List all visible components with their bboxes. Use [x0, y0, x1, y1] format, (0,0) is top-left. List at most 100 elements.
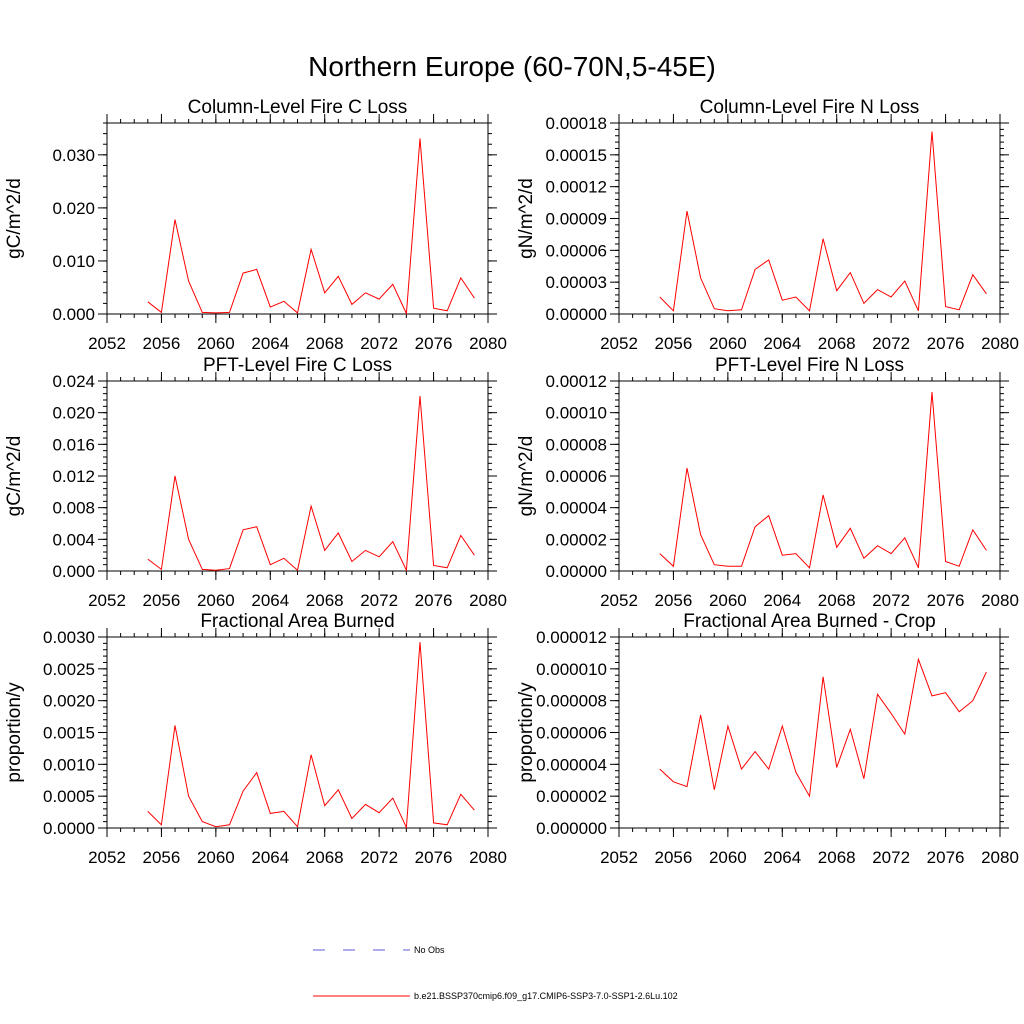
y-tick-label: 0.00012 — [546, 178, 607, 197]
y-tick-label: 0.000010 — [536, 660, 607, 679]
y-axis-label: gN/m^2/d — [516, 178, 537, 259]
y-tick-label: 0.00000 — [546, 305, 607, 324]
series-line — [147, 395, 475, 573]
y-axis-label: proportion/y — [516, 682, 537, 783]
x-tick-label: 2072 — [872, 848, 910, 867]
y-tick-label: 0.016 — [52, 435, 95, 454]
panel-title: Fractional Area Burned — [200, 611, 394, 632]
x-tick-label: 2068 — [818, 334, 856, 353]
x-tick-label: 2072 — [360, 848, 398, 867]
panel-5: 2052 2056 2060 2064 2068 2072 2076 2080 0.0000 0.… — [4, 611, 507, 867]
x-tick-label: 2068 — [306, 334, 344, 353]
legend-label-model: b.e21.BSSP370cmip6.f09_g17.CMIP6-SSP3-7.… — [414, 991, 678, 1001]
x-tick-label: 2056 — [655, 591, 693, 610]
plot-frame — [618, 122, 1001, 315]
y-axis-label: gC/m^2/d — [4, 178, 25, 259]
x-tick-label: 2060 — [709, 591, 747, 610]
x-tick-label: 2060 — [709, 848, 747, 867]
y-tick-label: 0.024 — [52, 372, 95, 391]
x-tick-label: 2060 — [197, 591, 235, 610]
y-axis-label: gN/m^2/d — [516, 436, 537, 517]
y-tick-label: 0.000000 — [536, 819, 607, 838]
y-tick-label: 0.0010 — [43, 755, 95, 774]
panel-title: Column-Level Fire C Loss — [188, 97, 408, 118]
panel-2: 2052 2056 2060 2064 2068 2072 2076 2080 0.00000 0… — [516, 97, 1019, 353]
panel-3: 2052 2056 2060 2064 2068 2072 2076 2080 0.000 0.0… — [4, 355, 507, 610]
y-tick-label: 0.0000 — [43, 819, 95, 838]
chart-panels: 2052 2056 2060 2064 2068 2072 2076 2080 0.000 0.0… — [4, 97, 1019, 867]
y-tick-label: 0.000 — [52, 562, 95, 581]
y-tick-label: 0.0020 — [43, 692, 95, 711]
y-tick-label: 0.0030 — [43, 628, 95, 647]
x-tick-label: 2052 — [600, 334, 638, 353]
y-tick-label: 0.020 — [52, 199, 95, 218]
series-line — [147, 138, 475, 316]
legend-label-no-obs: No Obs — [414, 945, 445, 955]
y-tick-label: 0.00018 — [546, 114, 607, 133]
series-line — [659, 657, 987, 798]
x-tick-label: 2076 — [927, 591, 965, 610]
y-tick-label: 0.0025 — [43, 660, 95, 679]
series-line — [659, 131, 987, 312]
x-tick-label: 2072 — [360, 591, 398, 610]
x-tick-label: 2056 — [143, 591, 181, 610]
y-tick-label: 0.00010 — [546, 404, 607, 423]
y-tick-label: 0.000006 — [536, 724, 607, 743]
x-tick-label: 2080 — [981, 848, 1019, 867]
x-tick-label: 2080 — [981, 591, 1019, 610]
y-tick-label: 0.00004 — [546, 499, 607, 518]
y-tick-label: 0.0005 — [43, 787, 95, 806]
panel-title: Column-Level Fire N Loss — [700, 97, 920, 118]
x-tick-label: 2080 — [469, 334, 507, 353]
panel-title: PFT-Level Fire N Loss — [715, 355, 904, 376]
plot-frame — [106, 380, 489, 572]
x-tick-label: 2072 — [360, 334, 398, 353]
y-tick-label: 0.00008 — [546, 435, 607, 454]
y-tick-label: 0.00006 — [546, 467, 607, 486]
y-tick-label: 0.00003 — [546, 273, 607, 292]
x-tick-label: 2052 — [600, 591, 638, 610]
series-line — [659, 392, 987, 569]
x-tick-label: 2064 — [763, 334, 801, 353]
figure-title: Northern Europe (60-70N,5-45E) — [308, 51, 716, 82]
x-tick-label: 2072 — [872, 334, 910, 353]
x-tick-label: 2064 — [251, 334, 289, 353]
panel-1: 2052 2056 2060 2064 2068 2072 2076 2080 0.000 0.0… — [4, 97, 507, 353]
x-tick-label: 2052 — [88, 334, 126, 353]
y-tick-label: 0.012 — [52, 467, 95, 486]
plot-frame — [106, 636, 489, 829]
y-tick-label: 0.010 — [52, 252, 95, 271]
x-tick-label: 2076 — [415, 334, 453, 353]
x-tick-label: 2064 — [763, 591, 801, 610]
y-tick-label: 0.000012 — [536, 628, 607, 647]
plot-frame — [618, 380, 1001, 572]
x-tick-label: 2080 — [981, 334, 1019, 353]
plot-frame — [106, 122, 489, 315]
x-tick-label: 2068 — [306, 591, 344, 610]
y-tick-label: 0.00012 — [546, 372, 607, 391]
y-tick-label: 0.0015 — [43, 724, 95, 743]
y-tick-label: 0.00009 — [546, 210, 607, 229]
y-axis-label: proportion/y — [4, 682, 25, 783]
y-tick-label: 0.008 — [52, 499, 95, 518]
x-tick-label: 2056 — [143, 848, 181, 867]
y-axis-label: gC/m^2/d — [4, 436, 25, 517]
panel-title: PFT-Level Fire C Loss — [203, 355, 392, 376]
y-tick-label: 0.004 — [52, 530, 95, 549]
x-tick-label: 2068 — [818, 848, 856, 867]
x-tick-label: 2080 — [469, 591, 507, 610]
x-tick-label: 2064 — [251, 591, 289, 610]
x-tick-label: 2060 — [709, 334, 747, 353]
y-tick-label: 0.00006 — [546, 241, 607, 260]
y-tick-label: 0.030 — [52, 146, 95, 165]
x-tick-label: 2056 — [655, 848, 693, 867]
x-tick-label: 2076 — [927, 334, 965, 353]
x-tick-label: 2052 — [600, 848, 638, 867]
x-tick-label: 2080 — [469, 848, 507, 867]
x-tick-label: 2056 — [143, 334, 181, 353]
panel-4: 2052 2056 2060 2064 2068 2072 2076 2080 0.00000 0… — [516, 355, 1019, 610]
y-tick-label: 0.000 — [52, 305, 95, 324]
y-tick-label: 0.00000 — [546, 562, 607, 581]
panel-6: 2052 2056 2060 2064 2068 2072 2076 2080 0.000000… — [516, 611, 1019, 867]
